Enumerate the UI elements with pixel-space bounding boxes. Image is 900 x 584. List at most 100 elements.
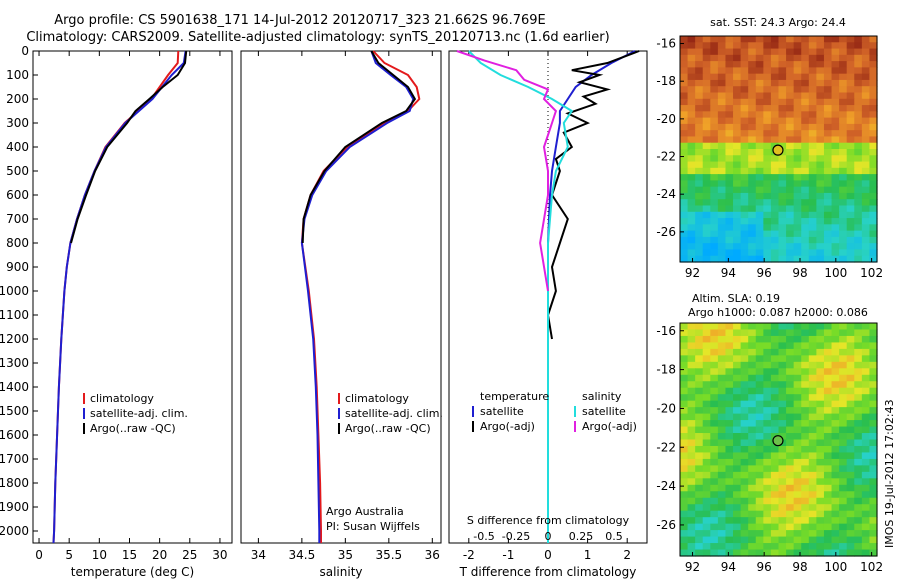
sst-map-cell — [861, 236, 871, 244]
sla-map-cell — [740, 543, 749, 551]
sst-map-cell — [801, 61, 810, 68]
sst-map-cell — [748, 180, 757, 188]
sla-map-cell — [710, 536, 719, 544]
sst-map-cell — [869, 186, 878, 194]
sla-map-lat-label: -20 — [656, 401, 676, 415]
sla-map-cell — [717, 491, 727, 499]
temperature-ytick-label: 1800 — [0, 476, 29, 490]
sst-map-cell — [839, 230, 848, 238]
sst-map-cell — [816, 243, 825, 251]
sla-map-cell — [687, 536, 696, 544]
sla-map-cell — [801, 549, 810, 557]
sla-map-cell — [755, 543, 764, 551]
sla-map-cell — [786, 471, 795, 479]
sst-map-cell — [755, 180, 764, 188]
sst-map-cell — [702, 199, 711, 207]
sst-map-cell — [816, 180, 825, 188]
sla-map-cell — [740, 387, 749, 395]
sst-map-cell — [695, 167, 704, 175]
sst-map-cell — [786, 167, 795, 175]
sla-map-cell — [763, 517, 772, 525]
sla-map-cell — [861, 348, 871, 356]
sst-map-cell — [808, 142, 817, 150]
sla-map-cell — [680, 368, 689, 376]
sla-map-cell — [793, 361, 802, 369]
sla-map-cell — [823, 471, 833, 479]
sst-map-cell — [725, 73, 734, 81]
sla-map-cell — [680, 471, 689, 479]
sst-map-cell — [733, 249, 742, 257]
sla-map-cell — [710, 484, 719, 492]
sla-map-cell — [695, 484, 704, 492]
sst-map-cell — [839, 192, 848, 200]
sla-map-cell — [695, 394, 704, 402]
sst-map-cell — [801, 42, 810, 50]
sst-map-cell — [808, 243, 817, 251]
sst-map-cell — [680, 180, 689, 188]
sst-map-cell — [687, 48, 696, 56]
sla-map-cell — [823, 517, 833, 525]
sst-map-cell — [823, 79, 833, 87]
sla-map-cell — [793, 471, 802, 479]
temperature-ytick-label: 100 — [6, 68, 29, 82]
sla-map-cell — [861, 530, 871, 538]
sst-map-cell — [725, 36, 734, 43]
sst-map-cell — [869, 117, 878, 125]
sla-map-cell — [839, 445, 848, 454]
sst-map-cell — [861, 86, 871, 94]
sla-map-cell — [748, 536, 757, 544]
sst-map-cell — [710, 67, 719, 75]
sst-map-cell — [831, 205, 840, 213]
sst-map-cell — [793, 199, 802, 207]
sla-map-cell — [710, 329, 719, 337]
sla-map-cell — [839, 400, 848, 408]
sla-map-cell — [823, 335, 833, 344]
sla-map-cell — [816, 439, 825, 447]
sla-map-cell — [748, 549, 757, 557]
sla-map-cell — [763, 433, 772, 441]
sst-map-cell — [740, 105, 749, 112]
sst-map-cell — [778, 167, 787, 175]
sst-map-cell — [808, 211, 817, 219]
sst-map-cell — [869, 42, 878, 50]
sst-map-cell — [846, 255, 855, 263]
sla-map-cell — [816, 407, 825, 415]
salinity-xtick-label: 35.5 — [375, 548, 402, 562]
sst-map-cell — [846, 224, 855, 232]
sst-map-cell — [793, 236, 802, 244]
sst-map-cell — [702, 130, 711, 138]
sla-map-cell — [687, 471, 696, 479]
sla-map-cell — [710, 348, 719, 356]
sla-map-cell — [770, 523, 780, 531]
sst-map-cell — [816, 161, 825, 169]
sst-map-cell — [816, 236, 825, 244]
sst-map-cell — [755, 54, 764, 62]
sst-map-cell — [695, 105, 704, 112]
sla-map-cell — [717, 471, 727, 479]
sst-map-cell — [755, 149, 764, 156]
sla-map-cell — [770, 536, 780, 544]
sst-map-cell — [702, 230, 711, 238]
sst-map-cell — [687, 92, 696, 100]
sst-map-cell — [801, 255, 810, 263]
sst-map-cell — [816, 136, 825, 144]
sst-map-cell — [695, 123, 704, 131]
sla-map-cell — [869, 452, 878, 460]
sla-map-cell — [702, 400, 711, 408]
sst-map-cell — [755, 230, 764, 238]
sla-map-cell — [823, 439, 833, 447]
temperature-ytick-label: 1900 — [0, 500, 29, 514]
sst-map-cell — [793, 255, 802, 263]
sst-map-cell — [710, 174, 719, 181]
sla-map-cell — [823, 413, 833, 421]
sst-map-cell — [854, 136, 863, 144]
sla-map-cell — [778, 497, 787, 505]
sla-map-cell — [869, 471, 878, 479]
sla-map-cell — [680, 458, 689, 466]
sst-map-cell — [748, 73, 757, 81]
sst-map-cell — [695, 192, 704, 200]
sst-map-cell — [786, 67, 795, 75]
sst-map-cell — [748, 54, 757, 62]
sst-map-cell — [778, 117, 787, 125]
